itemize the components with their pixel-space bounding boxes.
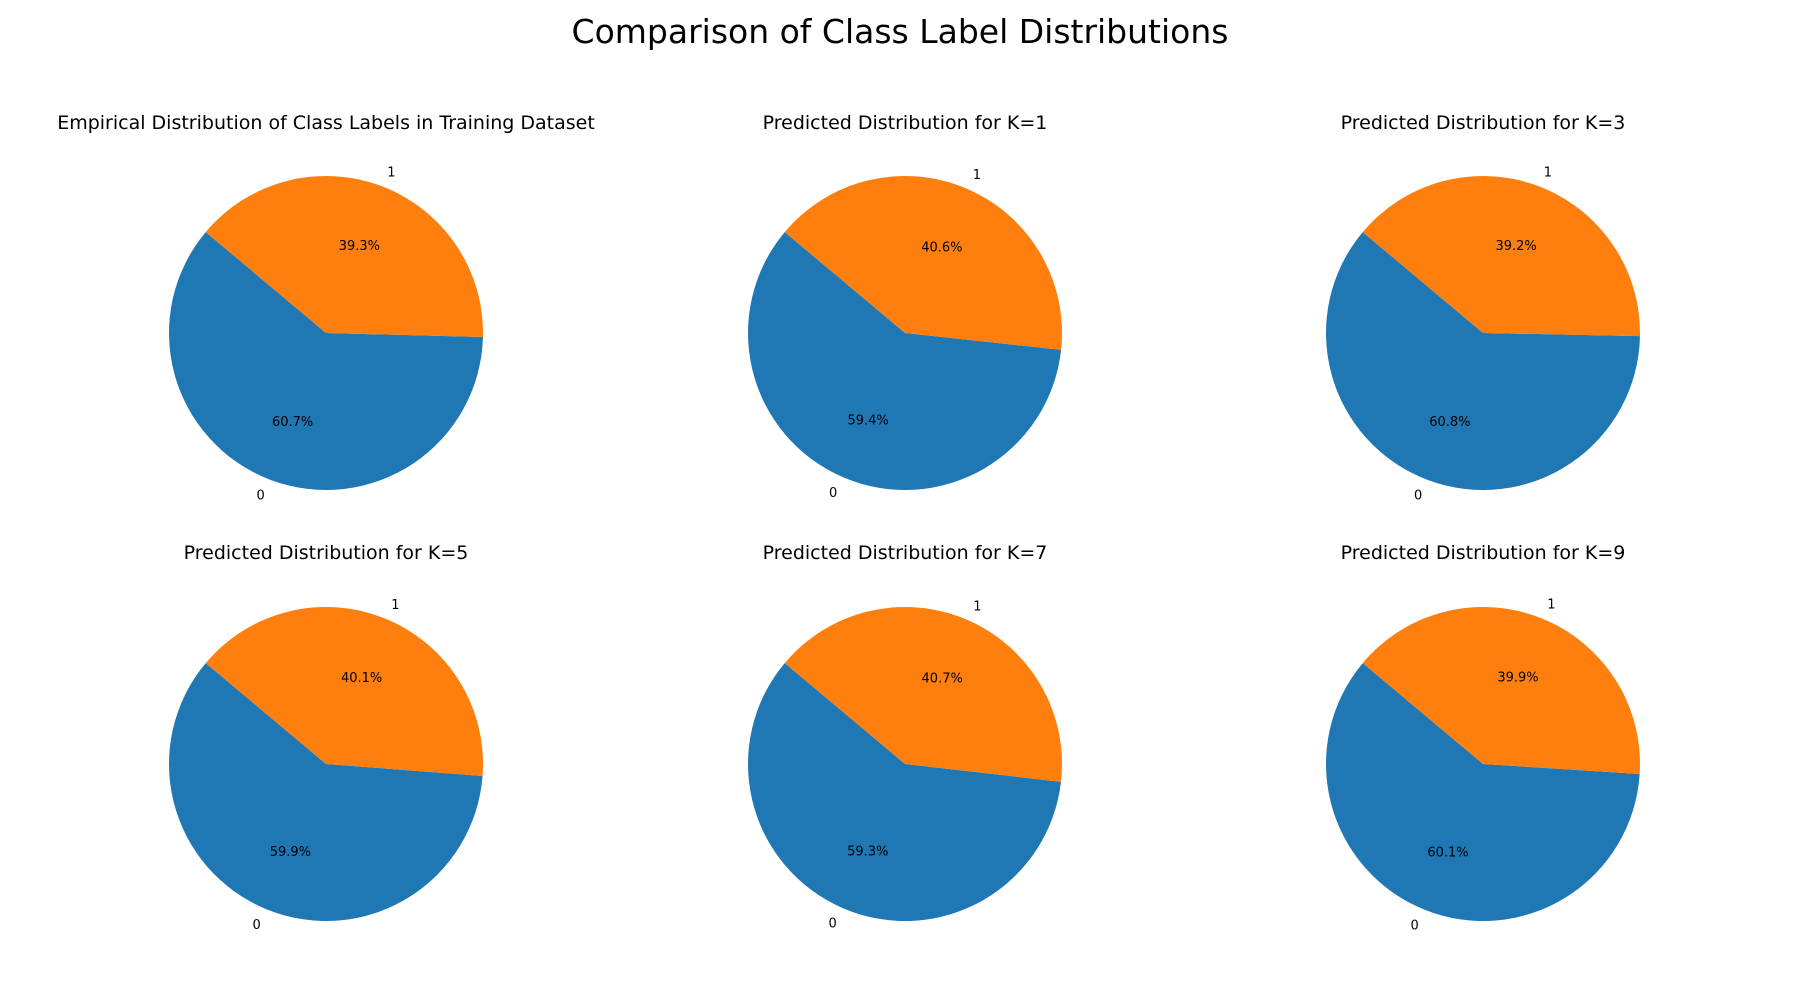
pie-title: Predicted Distribution for K=1 — [763, 112, 1048, 134]
pie-title: Empirical Distribution of Class Labels i… — [57, 112, 595, 134]
pie-slice-0 — [747, 663, 1061, 922]
pie-slice-0 — [1326, 232, 1640, 490]
pie-category-label: 1 — [387, 166, 395, 181]
pie-slice-1 — [784, 607, 1062, 782]
pie-pct-label: 59.4% — [847, 414, 888, 429]
pie-pct-label: 39.9% — [1497, 671, 1538, 686]
pie-title: Predicted Distribution for K=9 — [1341, 542, 1626, 564]
figure-title: Comparison of Class Label Distributions — [571, 12, 1229, 51]
pie-category-label: 1 — [973, 599, 981, 614]
pie-slice-1 — [1362, 175, 1640, 337]
pie-chart-3: Predicted Distribution for K=5 59.9% 0 40.1… — [169, 542, 484, 933]
pie-pct-label: 40.7% — [922, 672, 963, 687]
pie-slice-0 — [1325, 663, 1640, 922]
pie-pct-label: 60.8% — [1429, 415, 1470, 430]
pie-chart-4: Predicted Distribution for K=7 59.3% 0 40.7… — [747, 542, 1062, 932]
pie-pct-label: 59.3% — [847, 845, 888, 860]
pie-pct-label: 60.1% — [1427, 846, 1468, 861]
pie-category-label: 0 — [829, 917, 837, 932]
pie-pct-label: 60.7% — [272, 415, 313, 430]
pie-pct-label: 39.2% — [1495, 239, 1536, 254]
pie-title: Predicted Distribution for K=7 — [763, 542, 1048, 564]
pie-category-label: 0 — [829, 486, 837, 501]
pie-slice-1 — [1362, 607, 1640, 774]
pie-category-label: 1 — [973, 168, 981, 183]
pie-chart-0: Empirical Distribution of Class Labels i… — [57, 112, 595, 504]
pie-title: Predicted Distribution for K=3 — [1341, 112, 1626, 134]
pie-title: Predicted Distribution for K=5 — [184, 542, 469, 564]
pie-category-label: 0 — [1414, 489, 1422, 504]
pie-slice-1 — [205, 175, 484, 338]
pie-pct-label: 59.9% — [270, 845, 311, 860]
pie-slice-1 — [205, 606, 484, 776]
pie-category-label: 0 — [1411, 918, 1419, 933]
pie-pct-label: 39.3% — [339, 239, 380, 254]
pie-category-label: 1 — [1544, 165, 1552, 180]
pie-category-label: 0 — [253, 918, 261, 933]
pie-chart-1: Predicted Distribution for K=1 59.4% 0 40.6… — [747, 112, 1062, 501]
pie-category-label: 1 — [1547, 598, 1555, 613]
pie-category-label: 1 — [391, 598, 399, 613]
pie-pct-label: 40.1% — [341, 671, 382, 686]
pie-chart-5: Predicted Distribution for K=9 60.1% 0 39.9… — [1325, 542, 1640, 933]
pie-slice-1 — [784, 176, 1062, 350]
pie-slice-0 — [169, 232, 483, 490]
pie-category-label: 0 — [257, 489, 265, 504]
pie-chart-2: Predicted Distribution for K=3 60.8% 0 39.2… — [1326, 112, 1640, 504]
pie-pct-label: 40.6% — [921, 240, 962, 255]
pie-slice-0 — [169, 663, 483, 921]
pie-slice-0 — [747, 232, 1062, 491]
